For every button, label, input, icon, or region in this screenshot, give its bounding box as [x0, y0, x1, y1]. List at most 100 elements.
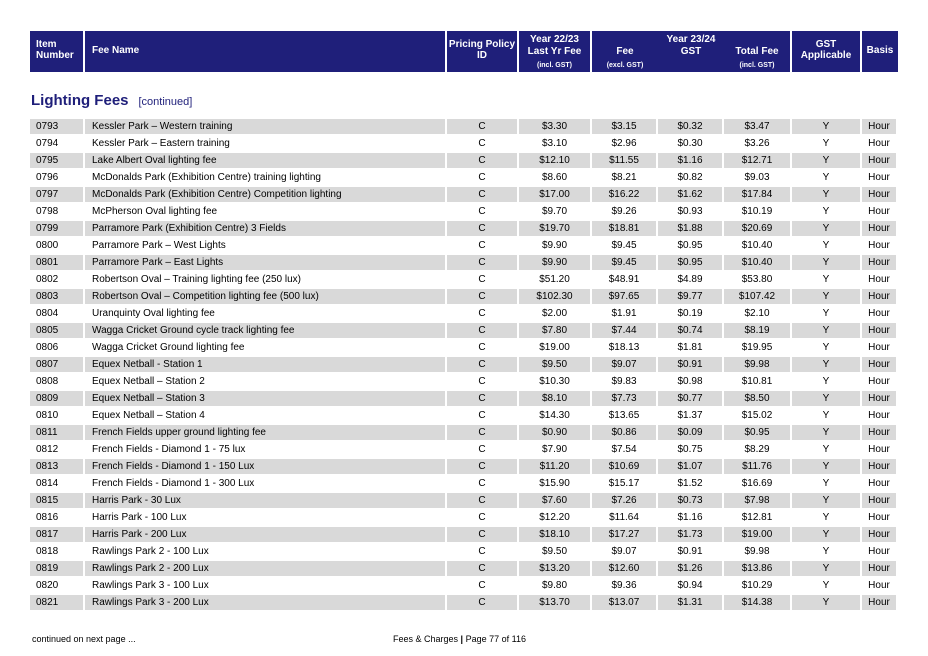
gst-applicable-cell: Y [792, 509, 862, 526]
gst-cell: $0.30 [658, 135, 724, 152]
header-incl-gst-prev: (incl. GST) [537, 62, 572, 69]
fee-name-cell: Kessler Park – Western training [85, 118, 447, 135]
fee-excl-gst-cell: $15.17 [592, 475, 658, 492]
basis-cell: Hour [862, 526, 898, 543]
basis-cell: Hour [862, 475, 898, 492]
fee-excl-gst-cell: $48.91 [592, 271, 658, 288]
fee-name-cell: Parramore Park – West Lights [85, 237, 447, 254]
item-number-cell: 0814 [30, 475, 85, 492]
gst-applicable-cell: Y [792, 220, 862, 237]
item-number-cell: 0806 [30, 339, 85, 356]
header-item-number-label: Item Number [36, 39, 74, 61]
fee-excl-gst-cell: $9.26 [592, 203, 658, 220]
item-number-cell: 0812 [30, 441, 85, 458]
gst-applicable-cell: Y [792, 577, 862, 594]
fee-name-cell: Equex Netball – Station 2 [85, 373, 447, 390]
fee-excl-gst-cell: $10.69 [592, 458, 658, 475]
basis-cell: Hour [862, 560, 898, 577]
header-pricing-policy-label: Pricing Policy ID [448, 39, 516, 61]
header-year-prev: Year 22/23 [530, 34, 579, 45]
footer-separator: | [460, 634, 464, 644]
fee-excl-gst-cell: $9.36 [592, 577, 658, 594]
last-year-fee-cell: $0.90 [519, 424, 592, 441]
gst-cell: $0.98 [658, 373, 724, 390]
total-fee-cell: $20.69 [724, 220, 792, 237]
basis-cell: Hour [862, 288, 898, 305]
table-row: 0801 Parramore Park – East Lights C $9.90 $9… [30, 254, 898, 271]
basis-cell: Hour [862, 577, 898, 594]
fee-name-cell: McPherson Oval lighting fee [85, 203, 447, 220]
section-title-text: Lighting Fees [31, 92, 129, 109]
last-year-fee-cell: $3.30 [519, 118, 592, 135]
section-subtitle: [continued] [138, 96, 193, 108]
fees-table-body: 0793 Kessler Park – Western training C $3.3… [30, 118, 898, 611]
total-fee-cell: $10.19 [724, 203, 792, 220]
fee-excl-gst-cell: $0.86 [592, 424, 658, 441]
total-fee-cell: $9.98 [724, 543, 792, 560]
fee-name-cell: Equex Netball - Station 1 [85, 356, 447, 373]
fee-name-cell: French Fields - Diamond 1 - 75 lux [85, 441, 447, 458]
last-year-fee-cell: $19.70 [519, 220, 592, 237]
header-last-year: Year 22/23 Last Yr Fee (incl. GST) [519, 31, 590, 72]
basis-cell: Hour [862, 322, 898, 339]
header-fee: Fee [616, 46, 634, 57]
basis-cell: Hour [862, 152, 898, 169]
gst-cell: $1.31 [658, 594, 724, 611]
header-pricing-policy: Pricing Policy ID [447, 31, 517, 72]
item-number-cell: 0804 [30, 305, 85, 322]
last-year-fee-cell: $2.00 [519, 305, 592, 322]
basis-cell: Hour [862, 271, 898, 288]
basis-cell: Hour [862, 135, 898, 152]
total-fee-cell: $14.38 [724, 594, 792, 611]
last-year-fee-cell: $15.90 [519, 475, 592, 492]
pricing-policy-cell: C [447, 441, 519, 458]
table-row: 0807 Equex Netball - Station 1 C $9.50 $9.07… [30, 356, 898, 373]
total-fee-cell: $12.71 [724, 152, 792, 169]
table-row: 0796 McDonalds Park (Exhibition Centre) t… [30, 169, 898, 186]
fee-name-cell: French Fields - Diamond 1 - 300 Lux [85, 475, 447, 492]
fee-excl-gst-cell: $11.64 [592, 509, 658, 526]
gst-cell: $0.95 [658, 237, 724, 254]
item-number-cell: 0803 [30, 288, 85, 305]
table-row: 0815 Harris Park - 30 Lux C $7.60 $7.26 $0.73… [30, 492, 898, 509]
item-number-cell: 0802 [30, 271, 85, 288]
gst-cell: $1.52 [658, 475, 724, 492]
table-row: 0802 Robertson Oval – Training lighting f… [30, 271, 898, 288]
total-fee-cell: $0.95 [724, 424, 792, 441]
header-fee-name: Fee Name [85, 31, 445, 72]
page-number: Page 77 of 116 [465, 634, 526, 644]
table-row: 0811 French Fields upper ground lighting … [30, 424, 898, 441]
table-row: 0816 Harris Park - 100 Lux C $12.20 $11.64 $1… [30, 509, 898, 526]
item-number-cell: 0811 [30, 424, 85, 441]
basis-cell: Hour [862, 509, 898, 526]
fee-excl-gst-cell: $13.65 [592, 407, 658, 424]
fee-excl-gst-cell: $9.45 [592, 254, 658, 271]
fee-excl-gst-cell: $9.07 [592, 543, 658, 560]
last-year-fee-cell: $11.20 [519, 458, 592, 475]
basis-cell: Hour [862, 339, 898, 356]
item-number-cell: 0795 [30, 152, 85, 169]
last-year-fee-cell: $8.10 [519, 390, 592, 407]
pricing-policy-cell: C [447, 356, 519, 373]
fee-excl-gst-cell: $1.91 [592, 305, 658, 322]
fee-name-cell: Rawlings Park 3 - 200 Lux [85, 594, 447, 611]
table-row: 0803 Robertson Oval – Competition lightin… [30, 288, 898, 305]
fee-name-cell: Harris Park - 100 Lux [85, 509, 447, 526]
item-number-cell: 0807 [30, 356, 85, 373]
table-row: 0799 Parramore Park (Exhibition Centre) 3… [30, 220, 898, 237]
pricing-policy-cell: C [447, 135, 519, 152]
pricing-policy-cell: C [447, 543, 519, 560]
gst-applicable-cell: Y [792, 339, 862, 356]
basis-cell: Hour [862, 407, 898, 424]
fee-name-cell: Rawlings Park 2 - 100 Lux [85, 543, 447, 560]
item-number-cell: 0796 [30, 169, 85, 186]
header-gst-applicable-label: GST Applicable [800, 39, 852, 61]
gst-cell: $1.16 [658, 509, 724, 526]
header-total-fee: Total Fee [735, 46, 779, 57]
gst-cell: $1.88 [658, 220, 724, 237]
last-year-fee-cell: $7.80 [519, 322, 592, 339]
item-number-cell: 0818 [30, 543, 85, 560]
last-year-fee-cell: $3.10 [519, 135, 592, 152]
gst-cell: $0.91 [658, 356, 724, 373]
fee-name-cell: McDonalds Park (Exhibition Centre) Compe… [85, 186, 447, 203]
